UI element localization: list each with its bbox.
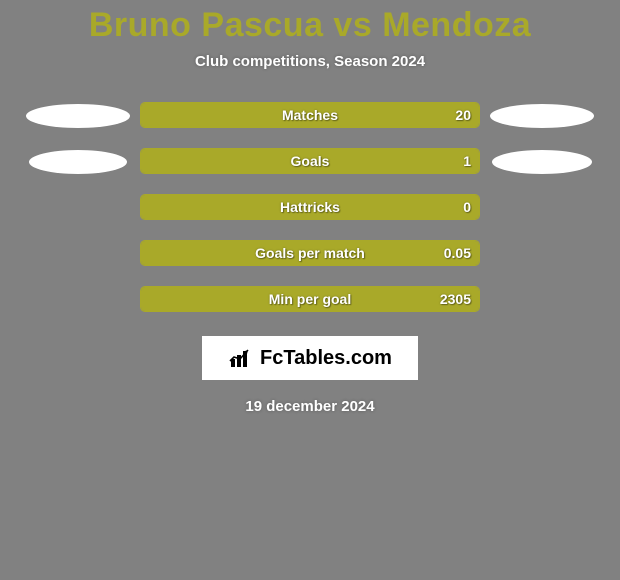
stat-label: Min per goal	[269, 291, 351, 307]
player-shape	[26, 104, 130, 128]
stat-value-right: 0	[463, 199, 471, 215]
stat-label: Goals per match	[255, 245, 365, 261]
stat-value-right: 20	[455, 107, 471, 123]
chart-icon	[228, 347, 254, 369]
stat-bar: Min per goal 2305	[140, 286, 480, 312]
stat-bar: Hattricks 0	[140, 194, 480, 220]
subtitle: Club competitions, Season 2024	[0, 53, 620, 70]
stat-label: Matches	[282, 107, 338, 123]
stat-bar: Goals 1	[140, 148, 480, 174]
stat-value-right: 2305	[440, 291, 471, 307]
stat-bar: Matches 20	[140, 102, 480, 128]
right-player-icons	[482, 102, 602, 196]
date-text: 19 december 2024	[245, 398, 374, 415]
player-shape	[490, 104, 594, 128]
stat-bar: Goals per match 0.05	[140, 240, 480, 266]
page-title: Bruno Pascua vs Mendoza	[0, 6, 620, 45]
stat-label: Goals	[291, 153, 330, 169]
stat-value-right: 1	[463, 153, 471, 169]
brand-badge: FcTables.com	[202, 336, 418, 380]
stat-label: Hattricks	[280, 199, 340, 215]
stat-value-right: 0.05	[444, 245, 471, 261]
player-shape	[492, 150, 592, 174]
comparison-layout: Matches 20 Goals 1 Hattricks 0 Goals per match…	[0, 102, 620, 415]
brand-text: FcTables.com	[260, 347, 392, 370]
left-player-icons	[18, 102, 138, 196]
player-shape	[29, 150, 127, 174]
stats-column: Matches 20 Goals 1 Hattricks 0 Goals per match…	[138, 102, 482, 415]
